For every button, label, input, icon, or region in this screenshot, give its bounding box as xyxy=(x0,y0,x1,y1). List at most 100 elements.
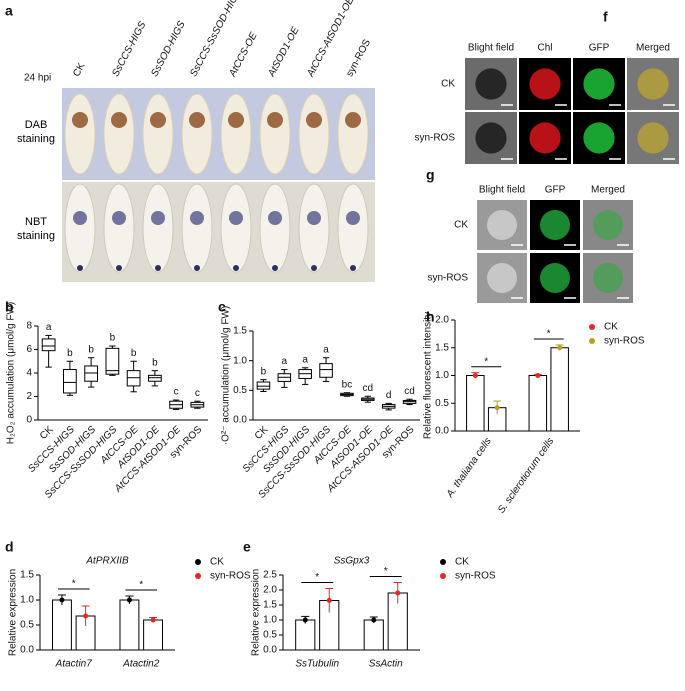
column-label: AtCCS-OE xyxy=(227,31,260,80)
bar xyxy=(466,375,485,432)
column-label: AtSOD1-OE xyxy=(266,25,302,79)
cell xyxy=(637,68,669,100)
y-tick-label: 0.5 xyxy=(263,630,277,641)
time-label: 24 hpi xyxy=(24,73,51,84)
significance-letter: b xyxy=(67,348,73,359)
mean-dot xyxy=(535,373,541,378)
column-label: Blight field xyxy=(479,185,525,196)
y-tick-label: 1.0 xyxy=(20,595,34,606)
significance-star: * xyxy=(484,356,488,367)
leaf-stain xyxy=(307,211,321,225)
y-tick-label: 1.5 xyxy=(233,326,247,337)
leaf-nbt xyxy=(103,183,135,273)
box xyxy=(148,374,162,382)
leaf-nbt xyxy=(220,183,252,273)
mean-dot xyxy=(494,405,500,411)
significance-letter: cd xyxy=(363,383,374,394)
y-tick-label: 1.5 xyxy=(20,570,34,581)
y-tick-label: 8 xyxy=(26,321,32,332)
y-tick-label: 0.5 xyxy=(435,398,449,409)
y-axis-label: ·O²⁻ accumulation (μmol/g FW) xyxy=(221,306,232,445)
legend-label: syn-ROS xyxy=(604,336,645,347)
leaf-stain xyxy=(189,112,205,128)
leaf-dab xyxy=(103,93,135,175)
leaf-dab xyxy=(259,93,291,175)
y-axis-label: Relative fluorescent intensity xyxy=(423,312,434,439)
significance-letter: b xyxy=(261,366,267,377)
cell xyxy=(593,210,623,240)
cell xyxy=(475,122,507,154)
y-tick-label: 0 xyxy=(26,415,32,426)
significance-letter: bc xyxy=(342,379,353,390)
row-label: CK xyxy=(441,79,455,90)
cell xyxy=(475,68,507,100)
leaf-nbt xyxy=(142,183,174,273)
y-tick-label: 2 xyxy=(26,391,32,402)
bar xyxy=(363,619,384,651)
box xyxy=(84,365,98,382)
cell xyxy=(593,263,623,293)
box xyxy=(256,381,271,390)
leaf-stain xyxy=(73,211,87,225)
leaf-stain xyxy=(116,265,122,271)
y-tick-label: 0.0 xyxy=(435,426,449,437)
x-tick-label: SsTubulin xyxy=(295,659,339,670)
leaf-nbt xyxy=(337,183,369,273)
mean-dot xyxy=(326,598,332,603)
mean-dot xyxy=(126,597,132,603)
cell xyxy=(583,122,615,154)
leaf-stain xyxy=(346,211,360,225)
leaf-stain xyxy=(345,112,361,128)
y-tick-label: 0.5 xyxy=(233,385,247,396)
y-tick-label: 1.5 xyxy=(263,600,277,611)
panel-label: a xyxy=(5,3,13,19)
significance-star: * xyxy=(547,329,551,340)
legend-marker xyxy=(440,573,446,579)
leaf-nbt xyxy=(259,183,291,273)
significance-letter: b xyxy=(110,333,116,344)
leaf-stain xyxy=(272,265,278,271)
cell xyxy=(487,263,517,293)
column-label: Blight field xyxy=(468,43,514,54)
y-tick-label: 0.0 xyxy=(20,645,34,656)
leaf-stain xyxy=(151,211,165,225)
leaf-stain xyxy=(111,112,127,128)
mean-dot xyxy=(302,617,308,623)
y-tick-label: 1.0 xyxy=(435,370,449,381)
column-label: SsCCS-HIGS xyxy=(110,20,148,79)
bar xyxy=(143,619,164,651)
y-tick-label: 0.0 xyxy=(233,415,247,426)
cell xyxy=(583,68,615,100)
box xyxy=(319,363,333,378)
column-label: GFP xyxy=(589,43,610,54)
cell xyxy=(529,68,561,100)
leaf-dab xyxy=(64,93,96,175)
significance-letter: c xyxy=(174,387,179,398)
box xyxy=(105,347,120,375)
leaf-dab xyxy=(181,93,213,175)
significance-letter: a xyxy=(46,322,52,333)
x-tick-label: SsActin xyxy=(369,659,403,670)
y-axis-label: Relative expression xyxy=(251,569,262,656)
cell xyxy=(487,210,517,240)
significance-star: * xyxy=(139,580,143,591)
column-label: SsSOD-HIGS xyxy=(149,19,188,78)
leaf-stain xyxy=(306,112,322,128)
row-label: syn-ROS xyxy=(427,273,468,284)
legend-label: CK xyxy=(604,322,618,333)
legend-label: syn-ROS xyxy=(455,571,496,582)
significance-letter: b xyxy=(88,344,94,355)
legend-label: CK xyxy=(210,557,224,568)
leaf-stain xyxy=(194,265,200,271)
leaf-stain xyxy=(350,265,356,271)
leaf-stain xyxy=(229,211,243,225)
bar xyxy=(528,375,548,432)
chart-title: SsGpx3 xyxy=(334,556,370,567)
leaf-stain xyxy=(155,265,161,271)
y-tick-label: 2.5 xyxy=(263,570,277,581)
legend-label: CK xyxy=(455,557,469,568)
leaf-stain xyxy=(150,112,166,128)
leaf-stain xyxy=(268,211,282,225)
